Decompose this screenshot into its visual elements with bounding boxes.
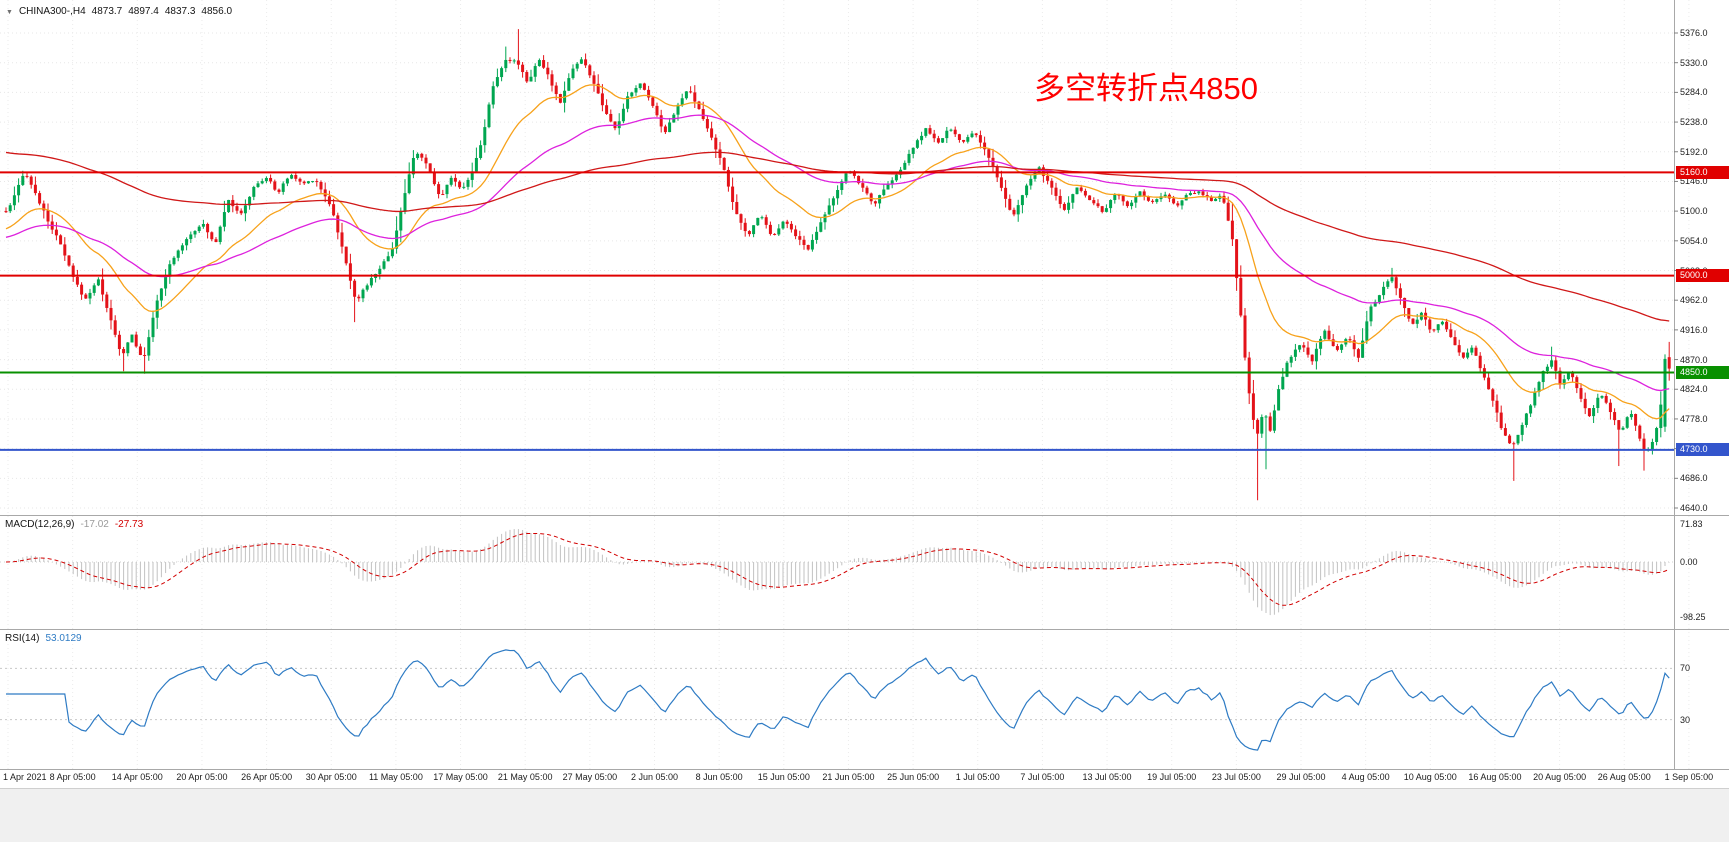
price-axis-label: 4916.0 xyxy=(1680,324,1708,335)
chart-symbol-header: ▼ CHINA300-,H4 4873.7 4897.4 4837.3 4856… xyxy=(6,6,232,17)
grid-layer xyxy=(0,0,1690,769)
bar-high-value: 4897.4 xyxy=(128,6,159,17)
price-axis-label: 5054.0 xyxy=(1680,235,1708,246)
time-axis-label: 21 Jun 05:00 xyxy=(822,772,875,782)
price-axis-label: 4824.0 xyxy=(1680,384,1708,395)
macd-axis-label: -98.25 xyxy=(1680,612,1706,622)
price-level-lines xyxy=(0,171,1674,451)
ma-slow-line xyxy=(5,151,1670,322)
time-axis-label: 14 Apr 05:00 xyxy=(111,772,163,782)
price-axis-label: 5330.0 xyxy=(1680,57,1708,68)
time-axis-label: 15 Jun 05:00 xyxy=(757,772,810,782)
time-axis-label: 27 May 05:00 xyxy=(562,772,618,782)
ma-mid-line xyxy=(5,114,1670,392)
price-axis-label: 4686.0 xyxy=(1680,473,1708,484)
candlestick-series xyxy=(4,29,1671,501)
rsi-axis-label: 30 xyxy=(1680,714,1691,725)
rsi-line xyxy=(6,649,1670,751)
time-axis-label: 8 Jun 05:00 xyxy=(695,772,743,782)
price-axis-label: 4778.0 xyxy=(1680,413,1708,424)
time-axis-label: 26 Apr 05:00 xyxy=(241,772,293,782)
bar-low-value: 4837.3 xyxy=(164,6,196,17)
time-axis-label: 19 Jul 05:00 xyxy=(1147,772,1197,782)
price-axis-label: 5192.0 xyxy=(1680,146,1708,157)
time-axis-label: 2 Jun 05:00 xyxy=(630,772,679,782)
price-axis-label: 5376.0 xyxy=(1680,28,1708,38)
price-level-badge: 5000.0 xyxy=(1676,269,1729,283)
macd-signal-line xyxy=(5,532,1670,606)
price-axis-label: 5284.0 xyxy=(1680,87,1708,98)
rsi-header: RSI(14) 53.0129 xyxy=(5,633,82,644)
time-axis-label: 21 May 05:00 xyxy=(497,772,553,782)
bar-close-value: 4856.0 xyxy=(201,6,233,17)
macd-axis-label: 71.83 xyxy=(1680,519,1703,529)
price-axis-label: 4962.0 xyxy=(1680,295,1708,306)
symbol-timeframe: CHINA300-,H4 xyxy=(18,6,86,17)
time-axis-label: 1 Jul 05:00 xyxy=(955,772,1000,782)
time-axis-label: 20 Apr 05:00 xyxy=(176,772,228,782)
time-axis-label: 16 Aug 05:00 xyxy=(1468,772,1522,782)
macd-panel xyxy=(0,529,1674,616)
time-axis-label: 10 Aug 05:00 xyxy=(1403,772,1457,782)
price-axis-label: 5238.0 xyxy=(1680,117,1708,128)
rsi-axis-label: 70 xyxy=(1680,663,1691,674)
price-level-badge: 4730.0 xyxy=(1676,443,1729,457)
price-axis-label: 4870.0 xyxy=(1680,354,1708,365)
time-axis-label: 29 Jul 05:00 xyxy=(1276,772,1326,782)
macd-title: MACD(12,26,9) xyxy=(5,519,75,530)
time-axis-label: 25 Jun 05:00 xyxy=(887,772,940,782)
macd-signal-value: -27.73 xyxy=(114,519,144,530)
panel-chrome xyxy=(0,0,1729,770)
ma-fast-line xyxy=(5,84,1670,420)
price-axis-label: 5146.0 xyxy=(1680,176,1708,187)
time-axis-label: 8 Apr 05:00 xyxy=(49,772,96,782)
time-axis-label: 13 Jul 05:00 xyxy=(1082,772,1132,782)
symbol-marker-icon[interactable]: ▼ xyxy=(6,9,13,16)
footer-strip xyxy=(0,788,1729,842)
price-axis-label: 5100.0 xyxy=(1680,206,1708,217)
time-axis-label: 30 Apr 05:00 xyxy=(305,772,357,782)
rsi-title: RSI(14) xyxy=(5,633,40,644)
price-level-badge: 5160.0 xyxy=(1676,165,1729,179)
time-axis-label: 20 Aug 05:00 xyxy=(1533,772,1587,782)
time-axis-label: 7 Jul 05:00 xyxy=(1020,772,1065,782)
time-axis-label: 1 Sep 05:00 xyxy=(1664,772,1714,782)
macd-header: MACD(12,26,9) -17.02 -27.73 xyxy=(5,519,143,530)
time-axis-label: 1 Apr 2021 xyxy=(3,772,47,782)
rsi-value: 53.0129 xyxy=(45,633,82,644)
time-axis-label: 26 Aug 05:00 xyxy=(1597,772,1651,782)
price-level-badge: 4850.0 xyxy=(1676,365,1729,379)
time-axis-label: 11 May 05:00 xyxy=(368,772,423,782)
rsi-panel xyxy=(0,649,1674,751)
macd-axis-label: 0.00 xyxy=(1680,557,1698,567)
time-axis-label: 17 May 05:00 xyxy=(433,772,488,782)
price-annotation: 多空转折点4850 xyxy=(1034,71,1258,106)
moving-average-lines xyxy=(5,84,1670,420)
macd-main-value: -17.02 xyxy=(80,519,109,530)
bar-open-value: 4873.7 xyxy=(91,6,123,17)
time-axis-label: 4 Aug 05:00 xyxy=(1341,772,1390,782)
time-axis-label: 23 Jul 05:00 xyxy=(1211,772,1261,782)
price-axis-label: 4640.0 xyxy=(1680,503,1708,513)
